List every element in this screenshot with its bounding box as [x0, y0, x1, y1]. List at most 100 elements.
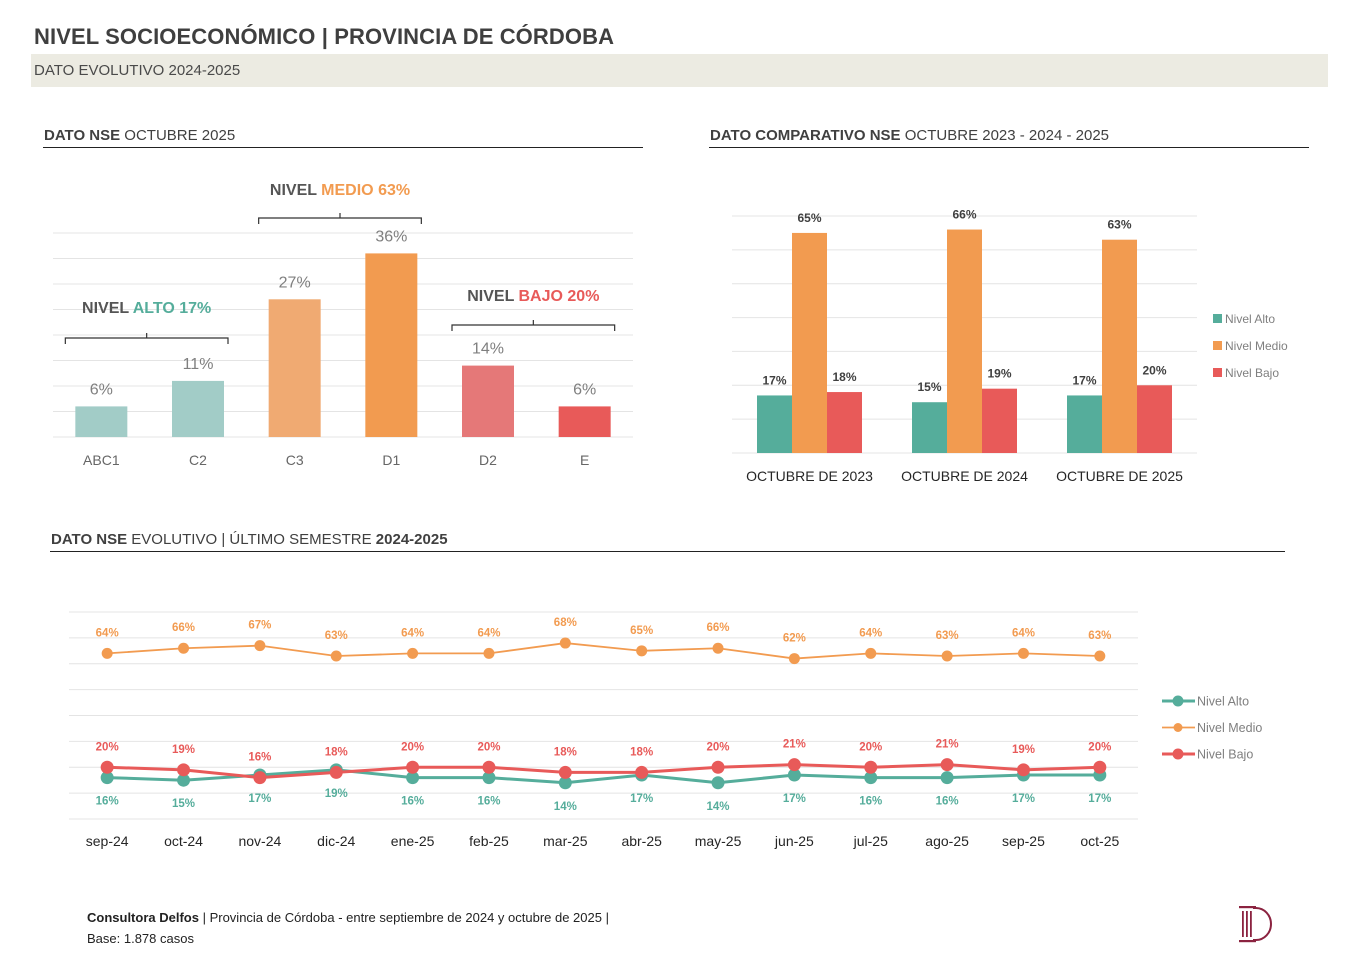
section-rule: [709, 147, 1309, 148]
bracket-medio: [258, 213, 422, 224]
legend-label-bajo: Nivel Bajo: [1225, 366, 1279, 380]
legend-marker-medio: [1173, 723, 1183, 732]
x-tick-label: jul-25: [853, 833, 888, 849]
data-label-bajo: 20%: [477, 741, 500, 753]
data-label-bajo: 20%: [859, 741, 882, 753]
bar-value-label: 17%: [1072, 373, 1096, 387]
data-label-bajo: 21%: [783, 739, 806, 751]
data-label-bajo: 16%: [248, 752, 271, 764]
bar-value-label: 65%: [797, 211, 821, 225]
data-point-bajo: [1016, 763, 1030, 777]
x-tick-label: C3: [286, 452, 304, 468]
data-label-medio: 63%: [1088, 630, 1111, 642]
data-point-medio: [1017, 647, 1029, 659]
section-title-bold: DATO COMPARATIVO NSE: [710, 127, 901, 144]
bar-value-label: 14%: [472, 341, 504, 358]
x-tick-label: oct-25: [1080, 833, 1119, 849]
bar-value-label: 66%: [952, 208, 976, 222]
data-point-medio: [330, 650, 342, 662]
section-title-evolutivo: DATO NSE EVOLUTIVO | ÚLTIMO SEMESTRE 202…: [51, 531, 448, 548]
data-point-alto: [482, 771, 496, 785]
data-point-bajo: [177, 763, 191, 777]
data-point-bajo: [787, 758, 801, 772]
data-label-alto: 16%: [477, 796, 500, 808]
data-label-bajo: 18%: [630, 746, 653, 758]
section-rule: [50, 551, 1285, 552]
section-title-bold: DATO NSE: [51, 531, 128, 548]
x-tick-label: OCTUBRE DE 2023: [746, 468, 873, 484]
legend-label-medio: Nivel Medio: [1197, 721, 1262, 735]
bar-value-label: 27%: [279, 274, 311, 291]
data-point-alto: [100, 771, 114, 785]
section-title-rest: EVOLUTIVO | ÚLTIMO SEMESTRE: [127, 531, 376, 548]
bar-alto: [912, 402, 947, 453]
data-label-bajo: 20%: [96, 741, 119, 753]
bar-alto: [757, 395, 792, 453]
data-label-alto: 17%: [1012, 793, 1035, 805]
bar-value-label: 36%: [375, 228, 407, 245]
legend-label-bajo: Nivel Bajo: [1197, 748, 1253, 762]
data-label-medio: 64%: [859, 627, 882, 639]
x-tick-label: D1: [382, 452, 400, 468]
data-point-alto: [558, 776, 572, 790]
x-tick-label: D2: [479, 452, 497, 468]
data-point-bajo: [406, 760, 420, 774]
bar-value-label: 19%: [987, 367, 1011, 381]
data-label-medio: 67%: [248, 620, 271, 632]
x-tick-label: feb-25: [469, 833, 509, 849]
data-label-alto: 14%: [707, 801, 730, 813]
data-label-alto: 15%: [172, 798, 195, 810]
series-line-alto: [107, 768, 1100, 785]
bar-medio: [792, 232, 827, 453]
data-point-bajo: [864, 760, 878, 774]
data-label-medio: 66%: [172, 622, 195, 634]
data-label-alto: 19%: [325, 788, 348, 800]
annotation-value: MEDIO 63%: [321, 182, 410, 199]
bar-abc1: [75, 406, 128, 437]
x-tick-label: C2: [189, 452, 207, 468]
bar-value-label: 11%: [183, 356, 214, 373]
data-label-alto: 16%: [401, 796, 424, 808]
x-tick-label: abr-25: [621, 833, 662, 849]
bar-value-label: 20%: [1142, 363, 1166, 377]
annotation-value: ALTO 17%: [133, 300, 212, 317]
data-point-bajo: [482, 760, 496, 774]
bar-d1: [365, 253, 418, 437]
delfos-logo-icon: [1239, 906, 1272, 943]
x-tick-label: ene-25: [391, 833, 435, 849]
section-title-rest: OCTUBRE 2023 - 2024 - 2025: [900, 127, 1110, 144]
legend-label-alto: Nivel Alto: [1225, 312, 1275, 326]
data-point-alto: [864, 771, 878, 785]
data-label-alto: 16%: [936, 796, 959, 808]
group-annotation-bajo: NIVEL BAJO 20%: [467, 288, 599, 305]
legend-label-alto: Nivel Alto: [1197, 695, 1249, 709]
section-title-comparativo: DATO COMPARATIVO NSE OCTUBRE 2023 - 2024…: [710, 127, 1109, 144]
data-label-alto: 17%: [783, 793, 806, 805]
footer-line-1: Consultora Delfos | Provincia de Córdoba…: [87, 907, 609, 928]
data-point-alto: [406, 771, 420, 785]
x-tick-label: jun-25: [774, 833, 814, 849]
bar-value-label: 6%: [90, 381, 113, 398]
data-label-medio: 65%: [630, 625, 653, 637]
data-label-bajo: 20%: [1088, 741, 1111, 753]
data-label-medio: 64%: [96, 627, 119, 639]
data-point-medio: [559, 637, 571, 649]
data-point-medio: [101, 647, 113, 659]
data-point-medio: [254, 640, 266, 652]
data-label-bajo: 19%: [172, 744, 195, 756]
bar-e: [558, 406, 611, 437]
group-annotation-alto: NIVEL ALTO 17%: [82, 300, 211, 317]
data-point-alto: [787, 768, 801, 782]
legend-marker-bajo: [1172, 748, 1184, 760]
section-title-bold-years: 2024-2025: [375, 531, 448, 548]
data-label-medio: 63%: [325, 630, 348, 642]
bar-d2: [462, 365, 514, 437]
data-point-bajo: [635, 765, 649, 779]
bracket-alto: [64, 333, 229, 344]
bar-medio: [947, 229, 982, 453]
bar-value-label: 6%: [573, 381, 596, 398]
x-tick-label: may-25: [695, 833, 742, 849]
data-point-medio: [712, 642, 724, 654]
group-annotation-medio: NIVEL MEDIO 63%: [270, 182, 410, 199]
x-tick-label: OCTUBRE DE 2025: [1056, 468, 1183, 484]
